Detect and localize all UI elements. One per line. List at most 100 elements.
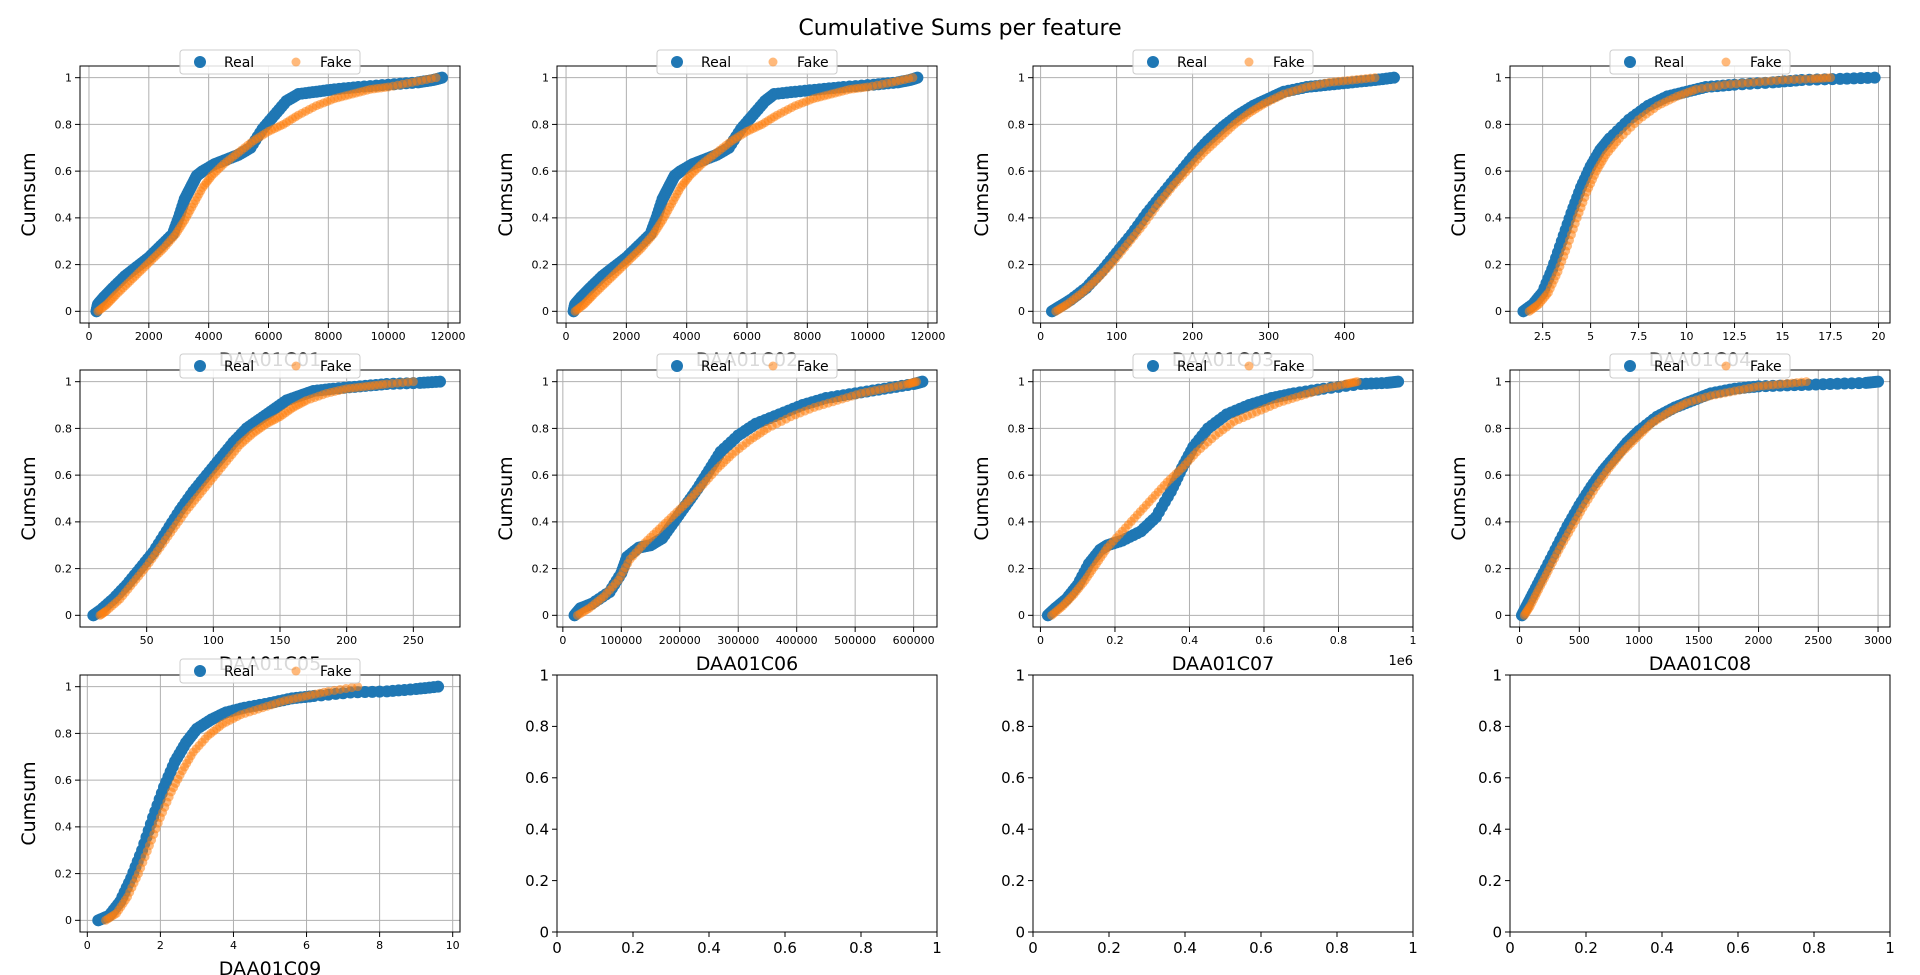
y-tick-label: 0.4 bbox=[55, 821, 73, 834]
legend: Real Fake bbox=[179, 353, 361, 379]
y-tick-label: 0.4 bbox=[532, 212, 550, 225]
legend-marker-real bbox=[671, 360, 683, 372]
y-tick-label: 0.6 bbox=[532, 469, 550, 482]
x-tick-label: 4000 bbox=[195, 330, 223, 343]
y-tick-label: 1 bbox=[65, 72, 72, 85]
axes-frame bbox=[79, 65, 461, 324]
x-tick-label: 200 bbox=[1182, 330, 1203, 343]
legend-marker-fake bbox=[768, 57, 778, 67]
x-tick-label: 2500 bbox=[1804, 634, 1832, 647]
legend-box bbox=[656, 49, 838, 75]
x-tick-label: 400 bbox=[1334, 330, 1355, 343]
x-offset-label: 1e6 bbox=[1388, 654, 1413, 669]
y-tick-label: 0.6 bbox=[1485, 469, 1503, 482]
y-tick-label: 0.8 bbox=[55, 422, 73, 435]
x-tick-label: 0.2 bbox=[621, 939, 645, 957]
x-tick-label: 0.8 bbox=[1802, 939, 1826, 957]
x-tick-label: 250 bbox=[403, 634, 424, 647]
legend-marker-fake bbox=[291, 57, 301, 67]
legend-box bbox=[179, 353, 361, 379]
y-axis-label: Cumsum bbox=[495, 152, 517, 236]
y-tick-label: 0.8 bbox=[1485, 118, 1503, 131]
y-tick-label: 0.8 bbox=[1008, 118, 1026, 131]
y-tick-label: 0 bbox=[65, 305, 72, 318]
legend-label-real: Real bbox=[701, 359, 731, 375]
legend-label-fake: Fake bbox=[320, 55, 352, 71]
x-tick-label: 0.4 bbox=[1173, 939, 1197, 957]
y-tick-label: 1 bbox=[539, 666, 549, 684]
data-point-real bbox=[434, 375, 446, 388]
legend-box bbox=[1132, 353, 1314, 379]
legend-marker-fake bbox=[291, 666, 301, 676]
legend-label-fake: Fake bbox=[320, 359, 352, 375]
data-point-real bbox=[1868, 71, 1881, 84]
x-tick-label: 2.5 bbox=[1534, 330, 1552, 343]
legend-label-fake: Fake bbox=[320, 664, 352, 680]
legend-marker-real bbox=[194, 360, 206, 372]
y-tick-label: 0.2 bbox=[1485, 562, 1503, 575]
x-tick-label: 300 bbox=[1258, 330, 1279, 343]
legend-label-real: Real bbox=[224, 664, 254, 680]
x-tick-label: 500 bbox=[1569, 634, 1590, 647]
x-tick-label: 5 bbox=[1587, 330, 1594, 343]
x-tick-label: 1500 bbox=[1685, 634, 1713, 647]
x-tick-label: 4 bbox=[230, 939, 237, 952]
legend: Real Fake bbox=[179, 49, 361, 75]
x-tick-label: 1000 bbox=[1625, 634, 1653, 647]
y-tick-label: 0.6 bbox=[532, 165, 550, 178]
y-tick-label: 0.2 bbox=[55, 867, 73, 880]
x-tick-label: 2000 bbox=[1745, 634, 1773, 647]
series-fake bbox=[1047, 377, 1362, 620]
x-tick-label: 15 bbox=[1776, 330, 1790, 343]
axes-frame bbox=[1032, 674, 1414, 933]
x-tick-label: 0.2 bbox=[1106, 634, 1124, 647]
subplot-3: 010020030040000.20.40.60.81DAA01C03Cumsu… bbox=[971, 49, 1414, 371]
y-tick-label: 0.8 bbox=[1478, 718, 1502, 736]
data-point-fake bbox=[1370, 73, 1380, 83]
y-axis-label: Cumsum bbox=[1448, 456, 1470, 540]
legend-label-fake: Fake bbox=[1273, 55, 1305, 71]
legend-label-real: Real bbox=[224, 359, 254, 375]
legend-label-fake: Fake bbox=[1750, 55, 1782, 71]
y-tick-label: 0.6 bbox=[55, 165, 73, 178]
x-tick-label: 200000 bbox=[659, 634, 701, 647]
x-tick-label: 0.6 bbox=[773, 939, 797, 957]
y-tick-label: 0 bbox=[1492, 923, 1502, 941]
x-tick-label: 6000 bbox=[733, 330, 761, 343]
data-point-fake bbox=[408, 377, 418, 387]
x-tick-label: 4000 bbox=[673, 330, 701, 343]
legend-box bbox=[1132, 49, 1314, 75]
x-tick-label: 0 bbox=[1028, 939, 1038, 957]
x-tick-label: 0 bbox=[1037, 634, 1044, 647]
series-fake bbox=[572, 377, 922, 620]
subplot-2: 0 2000 4000 6000 8000 10000 12000 0 0.2 0.4 0.6 0.8… bbox=[495, 49, 945, 371]
y-tick-label: 1 bbox=[1492, 666, 1502, 684]
x-tick-label: 0 bbox=[1037, 330, 1044, 343]
data-point-real bbox=[432, 680, 445, 693]
y-tick-label: 0.6 bbox=[1478, 769, 1502, 787]
legend-label-real: Real bbox=[1654, 55, 1684, 71]
series-real bbox=[567, 71, 924, 318]
x-tick-label: 500000 bbox=[834, 634, 876, 647]
x-tick-label: 0.8 bbox=[1330, 634, 1348, 647]
y-axis-label: Cumsum bbox=[18, 761, 40, 845]
legend-marker-real bbox=[1624, 360, 1636, 372]
x-tick-label: 7.5 bbox=[1630, 330, 1648, 343]
x-tick-label: 0 bbox=[1505, 939, 1515, 957]
legend-marker-fake bbox=[1721, 57, 1731, 67]
x-tick-label: 1 bbox=[1410, 634, 1417, 647]
y-tick-label: 1 bbox=[542, 376, 549, 389]
x-tick-label: 600000 bbox=[893, 634, 935, 647]
x-tick-label: 100 bbox=[203, 634, 224, 647]
legend-marker-real bbox=[1147, 56, 1159, 68]
subplot-6: 0 100000 200000 300000 400000 500000 600000 0 0.… bbox=[495, 353, 938, 675]
legend-marker-real bbox=[194, 56, 206, 68]
x-tick-label: 100000 bbox=[600, 634, 642, 647]
x-tick-label: 0.6 bbox=[1255, 634, 1273, 647]
legend-label-real: Real bbox=[224, 55, 254, 71]
series-real bbox=[1517, 71, 1881, 318]
x-tick-label: 200 bbox=[336, 634, 357, 647]
series-fake bbox=[1524, 73, 1836, 316]
data-point-fake bbox=[1801, 377, 1811, 387]
y-tick-label: 0 bbox=[1495, 609, 1502, 622]
